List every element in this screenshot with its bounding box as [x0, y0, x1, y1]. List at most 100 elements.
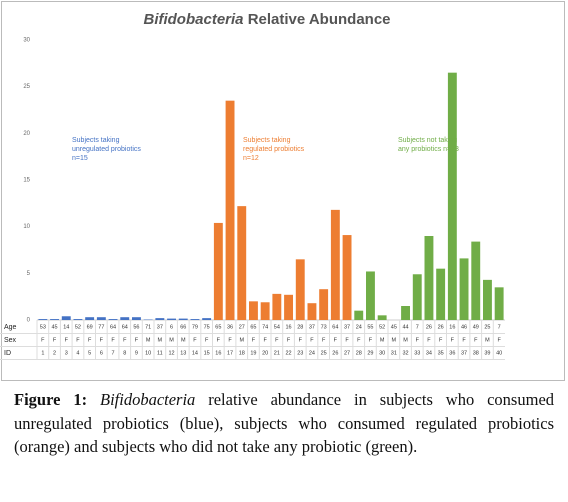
age-cell: 46	[461, 324, 467, 330]
x-tick-label: 20	[262, 350, 268, 356]
x-tick-label: 38	[473, 350, 479, 356]
bar	[284, 294, 293, 320]
caption-label: Figure 1:	[14, 390, 88, 409]
sex-cell: F	[427, 337, 431, 343]
bar	[190, 319, 200, 320]
sex-cell: F	[299, 337, 303, 343]
age-cell: 14	[63, 324, 69, 330]
sex-cell: F	[334, 337, 338, 343]
x-tick-label: 23	[297, 350, 303, 356]
x-tick-label: 12	[168, 350, 174, 356]
age-cell: 26	[438, 324, 444, 330]
bar	[377, 315, 387, 320]
bar	[412, 274, 422, 320]
y-tick-label: 20	[23, 131, 30, 137]
x-tick-label: 2	[53, 350, 56, 356]
y-tick-label: 10	[23, 224, 30, 230]
bar	[330, 209, 340, 320]
age-cell: 45	[51, 324, 57, 330]
bar	[424, 236, 434, 320]
bar	[366, 271, 375, 320]
x-tick-label: 36	[449, 350, 455, 356]
bar	[354, 310, 364, 320]
sex-cell: F	[275, 337, 279, 343]
title-text: Relative Abundance	[248, 11, 391, 28]
age-cell: 28	[297, 324, 303, 330]
x-tick-label: 15	[204, 350, 210, 356]
x-tick-label: 40	[496, 350, 502, 356]
bar	[108, 319, 118, 320]
bar	[202, 318, 212, 320]
age-cell: 44	[402, 324, 408, 330]
sex-cell: F	[65, 337, 69, 343]
x-tick-label: 13	[180, 350, 186, 356]
x-tick-label: 27	[344, 350, 350, 356]
table-row-label: Sex	[4, 337, 17, 344]
bar	[237, 206, 247, 320]
age-cell: 66	[180, 324, 186, 330]
age-cell: 71	[145, 324, 151, 330]
y-tick-label: 0	[27, 318, 31, 324]
age-cell: 79	[192, 324, 198, 330]
x-tick-label: 14	[192, 350, 198, 356]
bar	[249, 301, 258, 320]
sex-cell: F	[193, 337, 197, 343]
sex-cell: F	[439, 337, 443, 343]
age-cell: 49	[473, 324, 479, 330]
table-row-label: ID	[4, 350, 11, 357]
sex-cell: F	[123, 337, 127, 343]
sex-cell: F	[205, 337, 209, 343]
sex-cell: F	[252, 337, 256, 343]
sex-cell: F	[228, 337, 232, 343]
sex-cell: F	[322, 337, 326, 343]
bar	[260, 302, 270, 320]
age-cell: 56	[133, 324, 139, 330]
sex-cell: F	[287, 337, 291, 343]
x-tick-label: 24	[309, 350, 315, 356]
caption: Figure 1: Bifidobacteria relative abunda…	[14, 388, 554, 459]
chart: Bifidobacteria Relative Abundance 051015…	[0, 11, 505, 360]
bar	[38, 319, 48, 320]
x-tick-label: 37	[461, 350, 467, 356]
y-tick-label: 15	[23, 178, 30, 184]
sex-cell: F	[462, 337, 466, 343]
sex-cell: M	[169, 337, 174, 343]
sex-cell: F	[111, 337, 115, 343]
x-tick-label: 39	[484, 350, 490, 356]
x-tick-label: 30	[379, 350, 385, 356]
age-cell: 37	[157, 324, 163, 330]
x-tick-label: 28	[356, 350, 362, 356]
age-cell: 16	[449, 324, 455, 330]
age-cell: 37	[344, 324, 350, 330]
x-tick-label: 3	[65, 350, 68, 356]
chart-title: Bifidobacteria Relative Abundance	[143, 11, 390, 28]
sex-cell: F	[357, 337, 361, 343]
bar	[494, 287, 504, 320]
age-cell: 64	[110, 324, 116, 330]
x-tick-label: 22	[285, 350, 291, 356]
sex-cell: M	[239, 337, 244, 343]
x-tick-label: 18	[239, 350, 245, 356]
bar	[120, 317, 130, 320]
x-tick-label: 33	[414, 350, 420, 356]
sex-cell: F	[416, 337, 420, 343]
age-cell: 37	[309, 324, 315, 330]
age-cell: 53	[40, 324, 46, 330]
sex-cell: F	[88, 337, 92, 343]
bar	[61, 316, 71, 320]
series-annotation: Subjects taking regulated probiotics n=1…	[243, 137, 305, 162]
age-cell: 55	[367, 324, 373, 330]
sex-cell: F	[263, 337, 267, 343]
age-cell: 7	[498, 324, 501, 330]
bar	[132, 317, 141, 320]
age-cell: 77	[98, 324, 104, 330]
age-cell: 16	[285, 324, 291, 330]
sex-cell: F	[41, 337, 45, 343]
x-tick-label: 21	[274, 350, 280, 356]
y-tick-label: 25	[23, 84, 30, 90]
bar	[96, 317, 106, 320]
bar	[436, 268, 446, 320]
bar	[401, 306, 410, 320]
age-cell: 64	[332, 324, 338, 330]
x-tick-label: 29	[367, 350, 373, 356]
